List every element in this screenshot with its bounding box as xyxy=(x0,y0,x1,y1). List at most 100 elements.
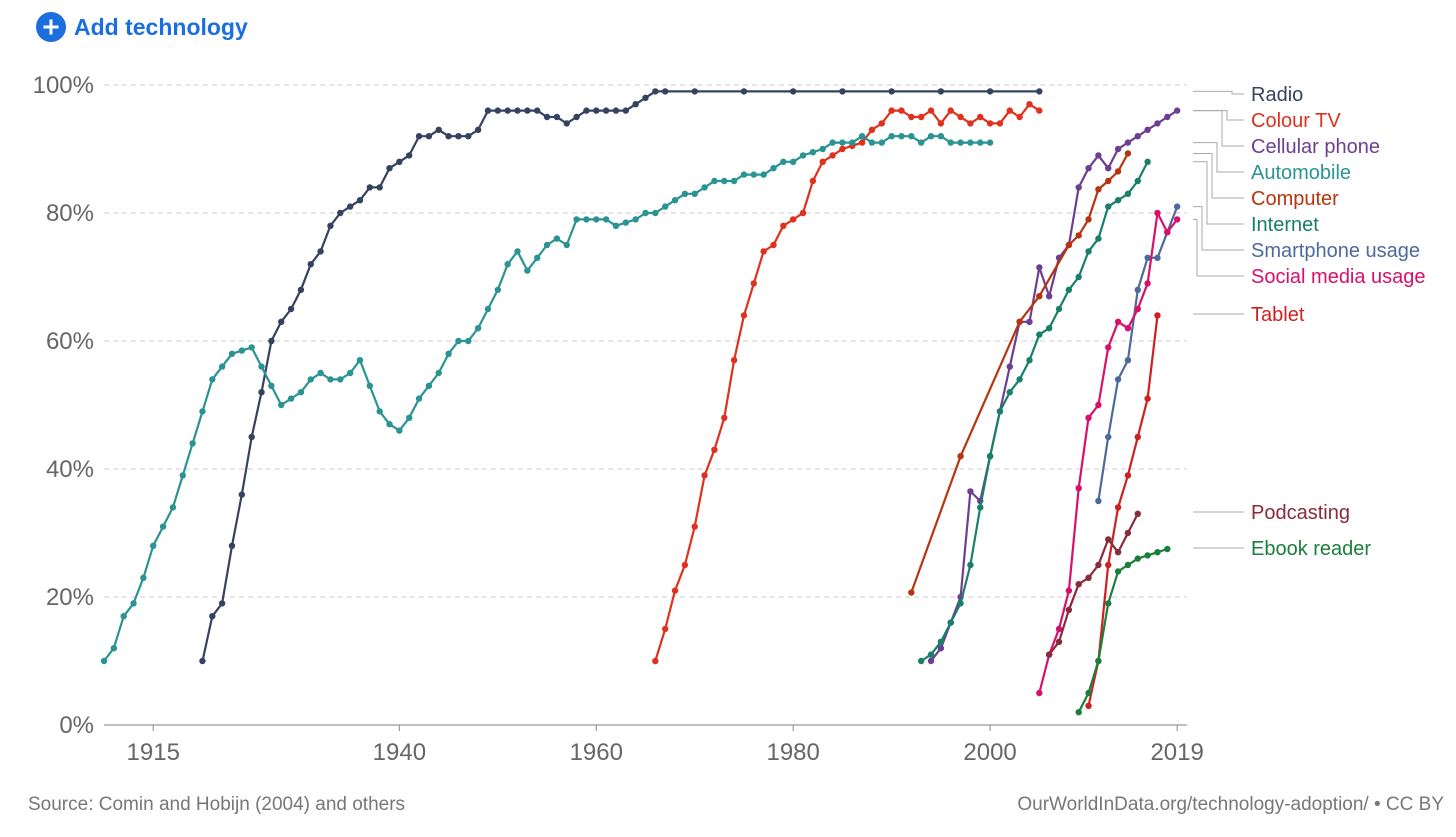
add-technology-label: Add technology xyxy=(74,13,248,40)
data-point xyxy=(159,523,167,530)
data-point xyxy=(1124,529,1132,537)
data-point xyxy=(1075,232,1082,239)
data-point xyxy=(258,363,265,370)
data-point xyxy=(474,126,482,133)
data-point xyxy=(957,453,964,460)
data-point xyxy=(1134,433,1141,441)
data-point xyxy=(996,408,1004,415)
y-tick-label: 80% xyxy=(46,200,94,227)
data-point xyxy=(819,145,826,153)
data-point xyxy=(415,133,423,140)
series-line-podcasting xyxy=(1048,513,1139,656)
data-point xyxy=(858,139,866,146)
data-point xyxy=(652,88,659,95)
data-point xyxy=(622,107,630,114)
y-tick-label: 40% xyxy=(46,456,94,483)
data-point xyxy=(534,254,541,261)
data-point xyxy=(652,209,659,217)
data-point xyxy=(209,613,216,620)
data-point xyxy=(1114,197,1122,204)
add-technology-button[interactable]: Add technology xyxy=(36,12,248,42)
data-point xyxy=(780,158,787,165)
data-point xyxy=(770,165,777,172)
data-point xyxy=(199,657,206,665)
data-point xyxy=(1036,293,1043,300)
data-point xyxy=(967,139,974,146)
data-point xyxy=(169,504,177,511)
data-point xyxy=(218,600,226,607)
data-point xyxy=(1154,312,1161,319)
data-point xyxy=(150,542,157,549)
data-point xyxy=(1045,325,1053,332)
data-point xyxy=(996,120,1004,127)
data-point xyxy=(1164,545,1171,553)
data-point xyxy=(1085,689,1092,697)
data-point xyxy=(730,357,738,364)
data-point xyxy=(287,305,295,313)
data-point xyxy=(396,427,403,434)
data-point xyxy=(986,453,994,460)
data-point xyxy=(878,120,885,127)
data-point xyxy=(1154,120,1161,127)
data-point xyxy=(957,600,964,607)
data-point xyxy=(100,657,108,665)
data-point xyxy=(1065,587,1073,594)
data-point xyxy=(1095,401,1102,409)
series-computer xyxy=(908,150,1132,596)
data-point xyxy=(1114,168,1122,175)
data-point xyxy=(1095,186,1102,193)
legend-item-tablet: Tablet xyxy=(1193,304,1305,326)
data-point xyxy=(1085,574,1092,581)
data-point xyxy=(1114,504,1122,511)
data-point xyxy=(632,216,639,223)
legend-item-smartphone-usage: Smartphone usage xyxy=(1193,206,1420,262)
data-point xyxy=(1045,651,1053,658)
data-point xyxy=(1065,241,1073,249)
data-point xyxy=(691,88,698,95)
data-point xyxy=(1164,113,1171,121)
data-point xyxy=(1105,177,1112,185)
data-point xyxy=(1144,552,1151,559)
series-line-tablet xyxy=(1087,315,1159,707)
data-point xyxy=(799,209,807,217)
data-point xyxy=(1114,376,1122,383)
data-point xyxy=(839,139,846,146)
data-point xyxy=(504,107,511,114)
data-point xyxy=(1085,165,1092,172)
data-point xyxy=(858,133,866,140)
data-point xyxy=(356,357,364,364)
data-point xyxy=(1173,216,1181,223)
data-point xyxy=(986,139,994,146)
data-point xyxy=(534,107,541,114)
data-point xyxy=(1095,497,1102,505)
data-point xyxy=(455,337,462,345)
data-point xyxy=(829,139,836,146)
series-line-radio xyxy=(201,90,1040,662)
data-point xyxy=(1144,395,1151,402)
data-point xyxy=(799,152,807,159)
data-point xyxy=(573,113,580,121)
data-point xyxy=(1105,536,1112,543)
legend-item-computer: Computer xyxy=(1193,153,1339,210)
data-point xyxy=(435,369,442,377)
data-point xyxy=(809,177,817,185)
legend-connector xyxy=(1193,110,1244,121)
legend-connector xyxy=(1193,218,1244,277)
y-tick-label: 60% xyxy=(46,328,94,355)
data-point xyxy=(1026,318,1033,325)
series-line-social-media-usage xyxy=(1038,211,1179,694)
data-point xyxy=(1105,433,1112,441)
legend-item-automobile: Automobile xyxy=(1193,142,1351,184)
data-point xyxy=(218,363,226,370)
legend-item-internet: Internet xyxy=(1193,161,1319,236)
data-point xyxy=(238,347,246,354)
data-point xyxy=(514,107,521,114)
data-point xyxy=(140,574,147,581)
data-point xyxy=(346,203,354,210)
data-point xyxy=(337,209,344,217)
data-point xyxy=(789,216,797,223)
data-point xyxy=(917,113,925,121)
credit-link[interactable]: OurWorldInData.org/technology-adoption/ … xyxy=(1017,794,1444,815)
data-point xyxy=(504,261,511,268)
data-point xyxy=(740,312,748,319)
